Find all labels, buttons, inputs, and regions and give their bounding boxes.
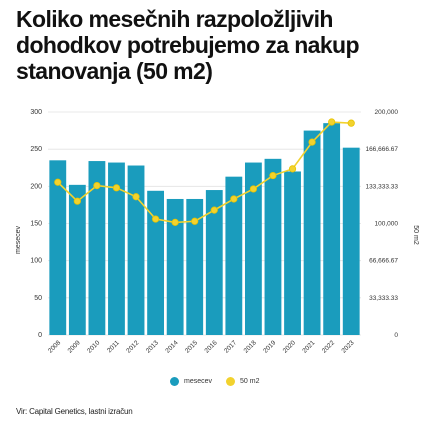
line-point — [171, 218, 179, 226]
right-axis-ticks: 0 33,333.33 66,666.67 100,000 133,333.33 166,… — [365, 109, 398, 339]
x-tick-label: 2020 — [282, 339, 297, 354]
x-tick-label: 2022 — [321, 339, 336, 354]
right-tick-label: 100,000 — [375, 221, 399, 228]
legend-line-label: 50 m2 — [240, 378, 260, 385]
x-tick-label: 2013 — [145, 339, 160, 354]
right-tick-label: 133,333.33 — [365, 183, 398, 190]
legend-bar-swatch — [170, 377, 179, 386]
left-tick-label: 0 — [38, 332, 42, 339]
x-axis-ticks: 2008 2009 2010 2011 2012 2013 2014 2015 2016 2017… — [47, 339, 356, 354]
bar — [342, 147, 360, 335]
x-tick-label: 2014 — [164, 339, 179, 354]
x-tick-label: 2009 — [67, 339, 82, 354]
line-point — [151, 215, 160, 223]
right-tick-label: 66,666.67 — [369, 258, 398, 265]
bar — [244, 162, 262, 335]
left-tick-label: 150 — [30, 221, 42, 228]
line-point — [347, 119, 355, 127]
x-tick-label: 2019 — [262, 339, 277, 354]
chart-title: Koliko mesečnih razpoložljivih dohodkov … — [16, 6, 360, 84]
bar — [284, 171, 301, 335]
line-point — [112, 184, 121, 192]
left-tick-label: 100 — [30, 258, 42, 265]
bar — [68, 184, 86, 335]
right-axis-label: 50 m2 — [412, 225, 419, 245]
x-tick-label: 2018 — [243, 339, 258, 354]
line-point — [73, 197, 81, 205]
left-tick-label: 250 — [30, 146, 42, 153]
x-tick-label: 2023 — [340, 339, 355, 354]
legend-item-line: 50 m2 — [226, 377, 259, 386]
line-point — [269, 171, 277, 180]
bar — [205, 190, 223, 335]
legend-line-swatch — [226, 377, 236, 386]
right-tick-label: 0 — [394, 332, 398, 339]
right-tick-label: 166,666.67 — [365, 146, 398, 153]
bar — [166, 198, 184, 335]
source-note: Vir: Capital Genetics, lastni izračun — [16, 407, 133, 416]
bar — [303, 130, 321, 335]
bar — [264, 158, 282, 335]
line-point — [249, 185, 258, 193]
bar — [186, 198, 204, 335]
left-tick-label: 200 — [30, 183, 42, 190]
bar — [49, 160, 67, 335]
line-point — [54, 178, 62, 186]
bar-series — [49, 123, 360, 336]
x-tick-label: 2012 — [125, 339, 140, 354]
right-tick-label: 200,000 — [375, 109, 399, 116]
line-point — [132, 193, 140, 201]
bar — [88, 161, 106, 335]
bar — [147, 190, 165, 335]
left-axis-ticks: 0 50 100 150 200 250 300 — [30, 109, 42, 339]
line-point — [328, 118, 336, 126]
x-tick-label: 2011 — [106, 339, 121, 354]
line-point — [93, 181, 101, 190]
line-point — [230, 195, 238, 203]
line-point — [308, 138, 316, 146]
left-tick-label: 300 — [30, 109, 42, 116]
right-tick-label: 33,333.33 — [369, 295, 398, 302]
line-point — [191, 217, 199, 225]
line-path — [57, 121, 352, 224]
x-tick-label: 2021 — [301, 339, 316, 354]
x-tick-label: 2017 — [223, 339, 238, 354]
line-point — [288, 165, 297, 173]
bar — [323, 123, 341, 336]
legend-item-bars: mesecev — [170, 377, 212, 386]
bar — [225, 176, 243, 335]
legend: mesecev 50 m2 — [170, 377, 273, 386]
x-tick-label: 2010 — [86, 339, 101, 354]
x-tick-label: 2008 — [47, 339, 62, 354]
x-tick-label: 2016 — [204, 339, 219, 354]
left-tick-label: 50 — [34, 295, 42, 302]
line-series — [54, 118, 355, 226]
legend-bar-label: mesecev — [184, 378, 213, 385]
bar — [127, 165, 145, 335]
bar — [108, 162, 125, 335]
x-tick-label: 2015 — [184, 339, 199, 354]
line-point — [210, 206, 218, 214]
left-axis-label: mesecev — [15, 225, 22, 254]
